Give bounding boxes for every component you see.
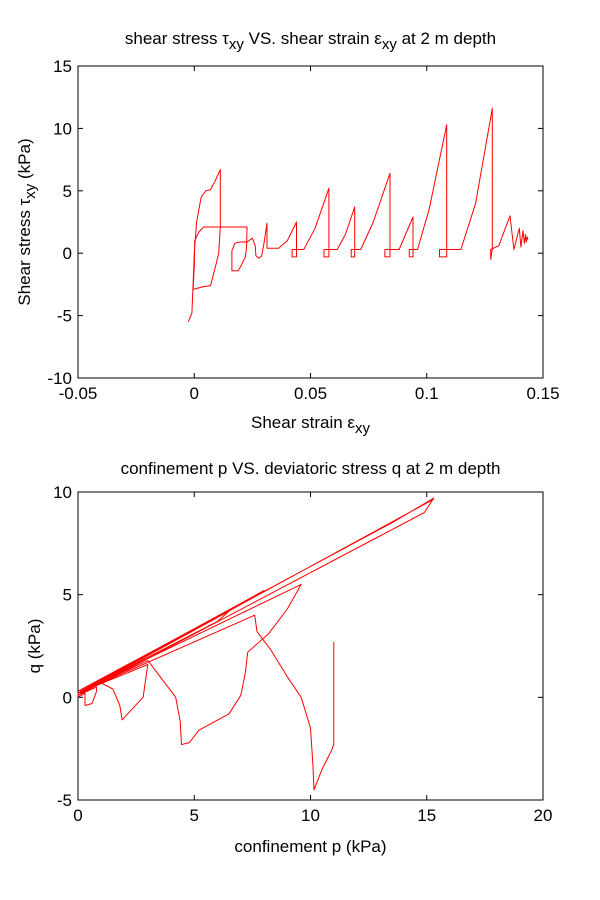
x-tick-label: 0.15 bbox=[526, 384, 559, 403]
text-part: shear stress τ bbox=[125, 29, 229, 48]
series-line-p-q bbox=[77, 583, 335, 791]
y-tick-label: 5 bbox=[63, 182, 72, 201]
x-tick-label: 0.1 bbox=[415, 384, 439, 403]
x-axis-label: confinement p (kPa) bbox=[234, 837, 386, 856]
axes-box bbox=[77, 491, 544, 801]
shear-stress-strain-axes: -0.05 0 0.05 0.1 0.15 -10 -5 0 5 10 15 shear stress… bbox=[15, 29, 560, 437]
y-axis-label: Shear stress τxy (kPa) bbox=[15, 138, 39, 305]
text-part: (kPa) bbox=[15, 138, 34, 183]
y-tick-label: 0 bbox=[63, 688, 72, 707]
y-tick-label: 10 bbox=[53, 483, 72, 502]
y-tick-label: 5 bbox=[63, 586, 72, 605]
series-line-p-q-envelope bbox=[77, 497, 435, 696]
x-tick-label: 20 bbox=[534, 806, 553, 825]
text-part: Shear strain ε bbox=[251, 413, 355, 432]
x-tick-label: -0.05 bbox=[59, 384, 98, 403]
y-tick-label: 15 bbox=[53, 57, 72, 76]
subscript: xy bbox=[355, 420, 371, 437]
y-tick-label: -5 bbox=[57, 307, 72, 326]
y-tick-label: 10 bbox=[53, 119, 72, 138]
text-part: q (kPa) bbox=[25, 619, 44, 674]
y-axis-label: q (kPa) bbox=[25, 619, 44, 674]
axes-box bbox=[77, 65, 544, 379]
text-part: confinement p (kPa) bbox=[234, 837, 386, 856]
text-part: VS. shear strain ε bbox=[244, 29, 382, 48]
chart-title: shear stress τxy VS. shear strain εxy at… bbox=[125, 29, 496, 53]
x-tick-label: 10 bbox=[301, 806, 320, 825]
y-tick-label: -5 bbox=[57, 791, 72, 810]
chart-title: confinement p VS. deviatoric stress q at… bbox=[121, 459, 501, 478]
subscript: xy bbox=[229, 36, 245, 53]
x-tick-label: 15 bbox=[417, 806, 436, 825]
series-line-tau-gamma bbox=[187, 107, 529, 322]
text-part: confinement p VS. deviatoric stress q at… bbox=[121, 459, 501, 478]
x-tick-label: 0.05 bbox=[294, 384, 327, 403]
x-axis-label: Shear strain εxy bbox=[251, 413, 370, 437]
x-tick-label: 0 bbox=[190, 384, 199, 403]
x-tick-label: 0 bbox=[73, 806, 82, 825]
y-tick-label: 0 bbox=[63, 244, 72, 263]
y-tick-label: -10 bbox=[47, 369, 72, 388]
subscript: xy bbox=[22, 183, 39, 199]
subscript: xy bbox=[382, 36, 398, 53]
x-tick-label: 5 bbox=[190, 806, 199, 825]
text-part: Shear stress τ bbox=[15, 198, 34, 305]
text-part: at 2 m depth bbox=[397, 29, 496, 48]
